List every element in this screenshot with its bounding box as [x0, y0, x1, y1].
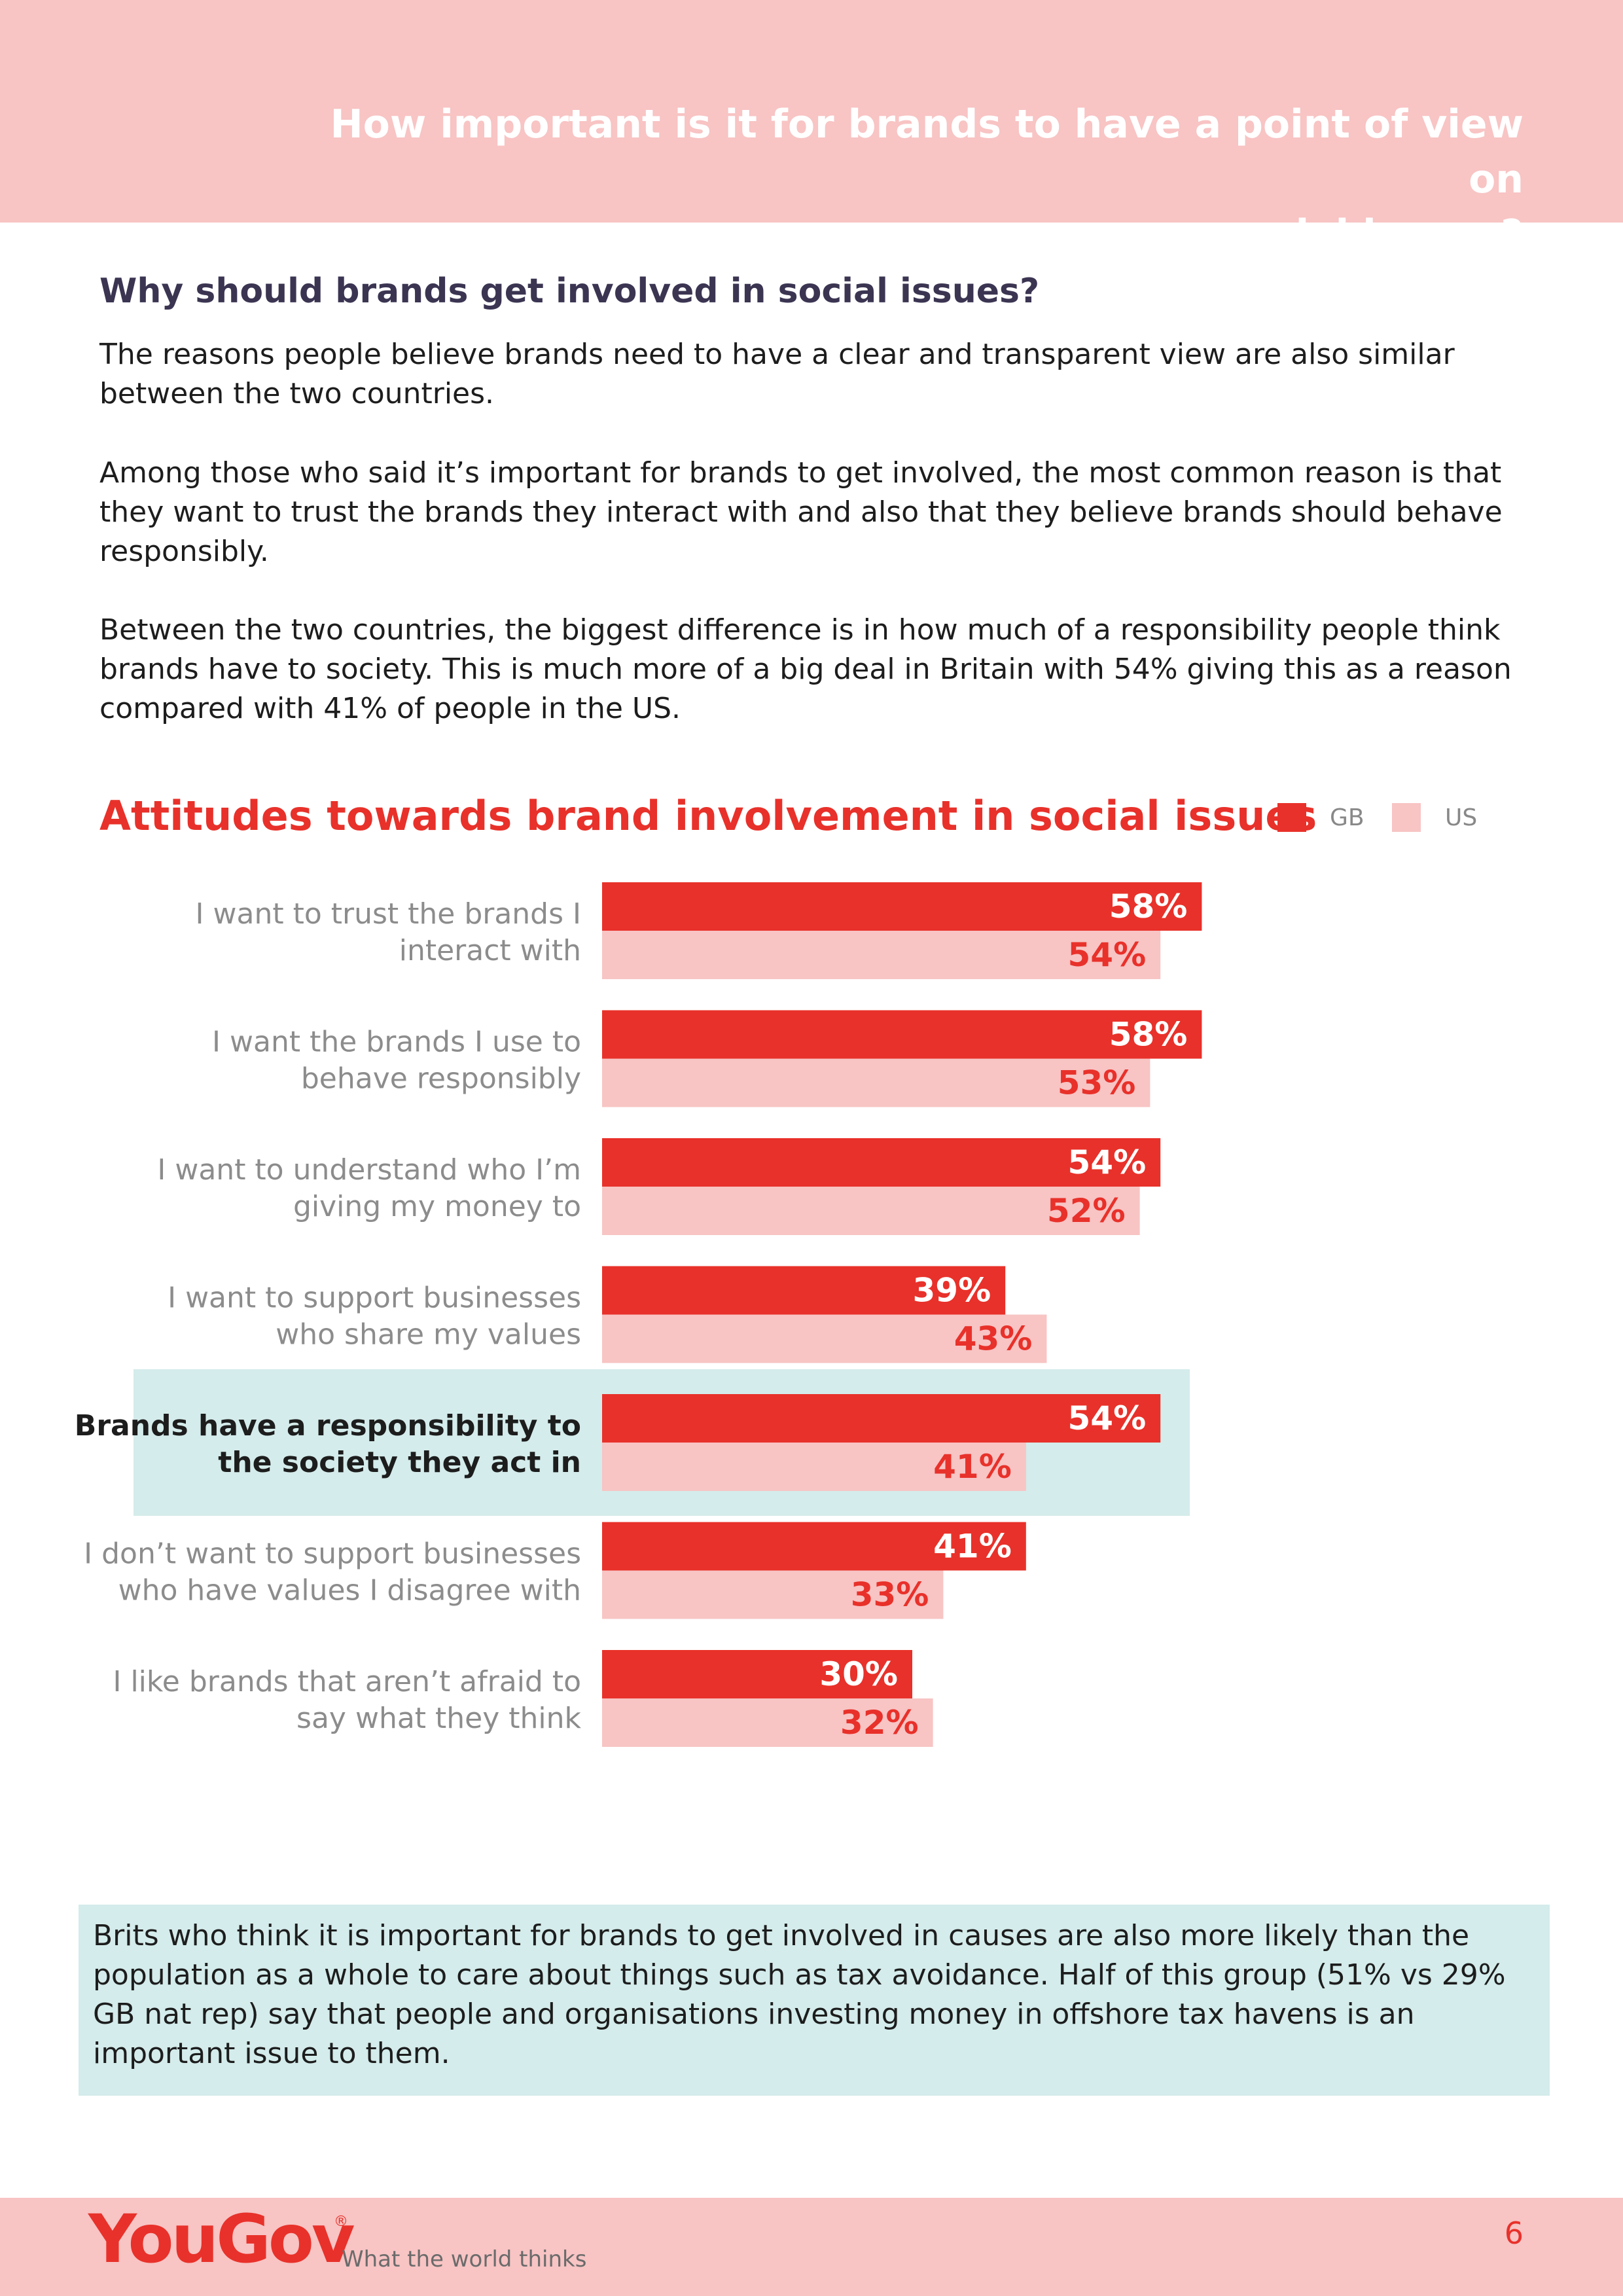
callout-text: Brits who think it is important for bran…	[93, 1919, 1506, 2070]
bar-gb-0	[602, 882, 1202, 931]
bar-us-0	[602, 931, 1161, 979]
page-header: How important is it for brands to have a…	[0, 0, 1623, 257]
value-label-gb-4: 54%	[1068, 1399, 1147, 1437]
category-label-line: behave responsibly	[301, 1062, 581, 1096]
value-label-us-5: 33%	[851, 1576, 929, 1614]
value-label-us-0: 54%	[1068, 936, 1147, 974]
bar-gb-3	[602, 1266, 1006, 1315]
category-label-line: I want to support businesses	[168, 1282, 581, 1315]
bar-gb-1	[602, 1010, 1202, 1059]
category-label-5: I don’t want to support businesses who ha…	[84, 1537, 581, 1607]
category-label-3: I want to support businesses who share my…	[168, 1282, 581, 1352]
header-title-line-1: How important is it for brands to have a…	[330, 101, 1524, 202]
value-label-us-4: 41%	[933, 1448, 1012, 1486]
legend-label-gb: GB	[1330, 804, 1364, 831]
header-title-line-2: social issues?	[1222, 211, 1524, 257]
category-label-line: I want to understand who I’m	[157, 1153, 581, 1187]
category-label-line: who share my values	[276, 1318, 581, 1352]
bar-us-4	[602, 1443, 1026, 1491]
category-label-1: I want the brands I use to behave respons…	[212, 1026, 581, 1096]
value-label-us-6: 32%	[840, 1704, 919, 1742]
intro-paragraph-1: The reasons people believe brands need t…	[99, 338, 1455, 410]
category-label-4: Brands have a responsibility to the socie…	[75, 1409, 581, 1479]
value-label-gb-6: 30%	[819, 1655, 898, 1693]
category-label-line: I like brands that aren’t afraid to	[113, 1665, 581, 1698]
category-label-line: the society they act in	[218, 1446, 581, 1479]
chart-title: Attitudes towards brand involvement in s…	[99, 792, 1317, 840]
category-label-line: Brands have a responsibility to	[75, 1409, 581, 1443]
legend-label-us: US	[1445, 804, 1478, 831]
bar-us-5	[602, 1570, 944, 1619]
category-label-line: I don’t want to support businesses	[84, 1537, 581, 1571]
bar-us-6	[602, 1698, 933, 1747]
bar-us-3	[602, 1314, 1047, 1363]
category-label-line: say what they think	[296, 1702, 581, 1735]
category-label-line: giving my money to	[293, 1190, 581, 1223]
value-label-gb-1: 58%	[1109, 1016, 1188, 1054]
bar-gb-2	[602, 1138, 1161, 1187]
legend-swatch-us	[1392, 803, 1421, 832]
category-label-line: I want to trust the brands I	[196, 897, 581, 931]
category-label-line: I want the brands I use to	[212, 1026, 581, 1059]
bar-us-1	[602, 1058, 1150, 1107]
category-label-line: who have values I disagree with	[118, 1574, 581, 1607]
page-number: 6	[1504, 2215, 1524, 2251]
footer-tagline: What the world thinks	[342, 2246, 587, 2272]
value-label-us-1: 53%	[1058, 1064, 1136, 1102]
value-label-gb-2: 54%	[1068, 1143, 1147, 1181]
page-header-title: How important is it for brands to have a…	[280, 97, 1524, 262]
value-label-gb-3: 39%	[913, 1272, 991, 1310]
intro-paragraph-2: Among those who said it’s important for …	[99, 456, 1503, 568]
section-heading: Why should brands get involved in social…	[99, 272, 1040, 311]
bar-gb-6	[602, 1650, 912, 1698]
legend-swatch-gb	[1277, 803, 1306, 832]
value-label-us-2: 52%	[1047, 1192, 1126, 1230]
registered-mark: ®	[334, 2214, 348, 2230]
callout-box: Brits who think it is important for bran…	[79, 1905, 1550, 2096]
intro-paragraph-3: Between the two countries, the biggest d…	[99, 613, 1512, 725]
category-label-2: I want to understand who I’m giving my mo…	[157, 1153, 581, 1223]
value-label-gb-0: 58%	[1109, 888, 1188, 925]
yougov-logo: YouGov	[88, 2200, 355, 2278]
bar-us-2	[602, 1187, 1140, 1235]
page-footer	[0, 2198, 1623, 2296]
category-label-line: interact with	[399, 934, 581, 967]
value-label-gb-5: 41%	[933, 1528, 1012, 1566]
category-label-6: I like brands that aren’t afraid to say w…	[113, 1665, 581, 1735]
bar-gb-4	[602, 1394, 1161, 1443]
value-label-us-3: 43%	[954, 1320, 1033, 1358]
bar-gb-5	[602, 1522, 1026, 1571]
